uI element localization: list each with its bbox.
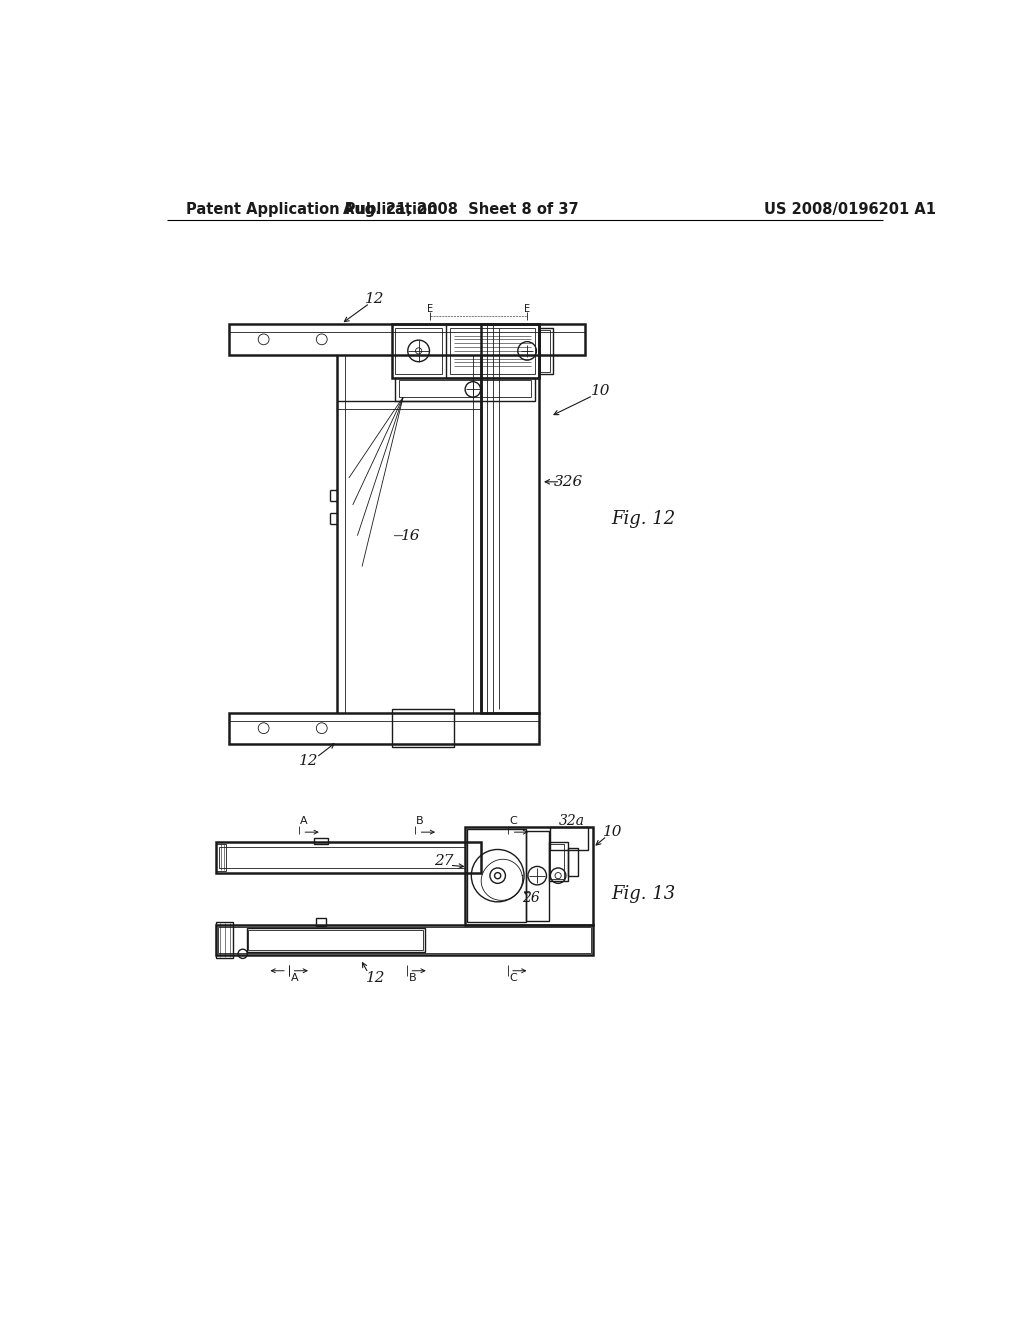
Text: Patent Application Publication: Patent Application Publication [186, 202, 437, 218]
Bar [465, 826, 593, 924]
Bar [550, 843, 564, 879]
Text: 16: 16 [401, 529, 421, 543]
Bar [216, 923, 232, 958]
Bar [219, 847, 465, 869]
Text: B: B [417, 816, 424, 826]
Bar [395, 378, 535, 401]
Bar [525, 830, 549, 921]
Text: E: E [427, 304, 433, 314]
Bar [550, 826, 588, 850]
Text: E: E [524, 304, 530, 314]
Bar [467, 829, 525, 923]
Text: 10: 10 [591, 384, 610, 397]
Bar [541, 330, 550, 372]
Bar [316, 919, 326, 927]
Circle shape [495, 873, 501, 879]
Bar [549, 842, 568, 880]
Bar [314, 837, 328, 843]
Bar [216, 842, 480, 873]
Bar [391, 709, 454, 747]
Bar [450, 327, 535, 374]
Text: 326: 326 [554, 475, 583, 488]
Text: 12: 12 [299, 754, 318, 767]
Text: 12: 12 [365, 292, 384, 305]
Text: 10: 10 [603, 825, 623, 840]
Text: B: B [409, 973, 416, 982]
Text: US 2008/0196201 A1: US 2008/0196201 A1 [764, 202, 936, 218]
Bar [539, 327, 553, 374]
Bar [216, 924, 593, 956]
Bar [445, 323, 539, 378]
Bar [399, 380, 531, 397]
Text: 27: 27 [434, 854, 454, 867]
Text: A: A [291, 973, 298, 982]
Bar [228, 323, 586, 355]
Bar [395, 327, 442, 374]
Text: Fig. 13: Fig. 13 [611, 884, 676, 903]
Text: Fig. 12: Fig. 12 [611, 510, 676, 528]
Bar [247, 928, 425, 952]
Text: 32a: 32a [559, 813, 585, 828]
Text: Aug. 21, 2008  Sheet 8 of 37: Aug. 21, 2008 Sheet 8 of 37 [343, 202, 579, 218]
Bar [218, 927, 591, 953]
Bar [391, 323, 539, 378]
Text: A: A [300, 816, 307, 826]
Text: 26: 26 [522, 891, 540, 904]
Bar [568, 849, 578, 876]
Text: C: C [509, 973, 517, 982]
Bar [228, 713, 539, 743]
Text: 12: 12 [367, 972, 386, 986]
Text: C: C [509, 816, 517, 826]
Bar [216, 843, 226, 871]
Bar [248, 929, 423, 950]
Bar [480, 323, 539, 713]
